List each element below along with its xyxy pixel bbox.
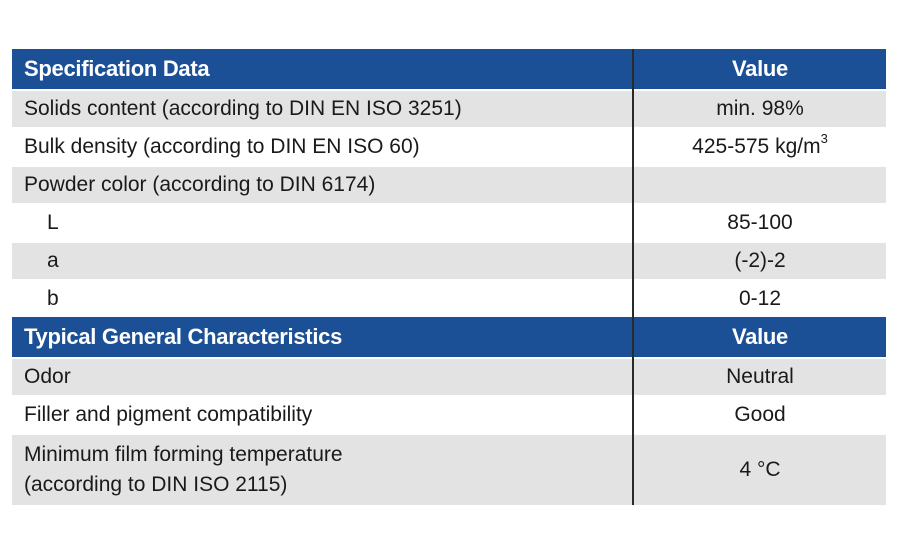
section-header-specification-data: Specification Data Value (12, 49, 886, 90)
table-row: Powder color (according to DIN 6174) (12, 165, 886, 204)
row-label: Odor (12, 357, 633, 396)
row-label-line: Minimum film forming temperature (24, 443, 343, 466)
header-label: Typical General Characteristics (12, 317, 633, 358)
row-label-line: (according to DIN ISO 2115) (24, 473, 288, 496)
section-header-general-characteristics: Typical General Characteristics Value (12, 317, 886, 358)
table-row: L 85-100 (12, 203, 886, 242)
table-row: Odor Neutral (12, 357, 886, 396)
row-label: b (12, 279, 633, 317)
row-value-text: 425-575 kg/m (692, 135, 821, 158)
table-row: a (-2)-2 (12, 241, 886, 280)
row-value: min. 98% (632, 89, 886, 128)
row-label: a (12, 241, 633, 280)
row-label: Filler and pigment compatibility (12, 395, 633, 434)
row-value: (-2)-2 (632, 241, 886, 280)
table-row: Bulk density (according to DIN EN ISO 60… (12, 127, 886, 166)
row-label: L (12, 203, 633, 242)
row-value: 85-100 (632, 203, 886, 242)
row-value: 4 °C (632, 433, 886, 505)
table-row: Solids content (according to DIN EN ISO … (12, 89, 886, 128)
specification-table: Specification Data Value Solids content … (12, 49, 886, 505)
row-value: Neutral (632, 357, 886, 396)
row-value: Good (632, 395, 886, 434)
row-value-superscript: 3 (820, 131, 828, 146)
row-value: 0-12 (632, 279, 886, 317)
table-row: Filler and pigment compatibility Good (12, 395, 886, 434)
row-label: Powder color (according to DIN 6174) (12, 165, 633, 204)
header-value: Value (632, 317, 886, 358)
row-value (632, 165, 886, 204)
row-label: Minimum film forming temperature (accord… (12, 433, 633, 505)
table-row: b 0-12 (12, 279, 886, 317)
row-value: 425-575 kg/m3 (632, 127, 886, 166)
row-label: Solids content (according to DIN EN ISO … (12, 89, 633, 128)
header-value: Value (632, 49, 886, 90)
row-label: Bulk density (according to DIN EN ISO 60… (12, 127, 633, 166)
table-row: Minimum film forming temperature (accord… (12, 433, 886, 505)
header-label: Specification Data (12, 49, 633, 90)
